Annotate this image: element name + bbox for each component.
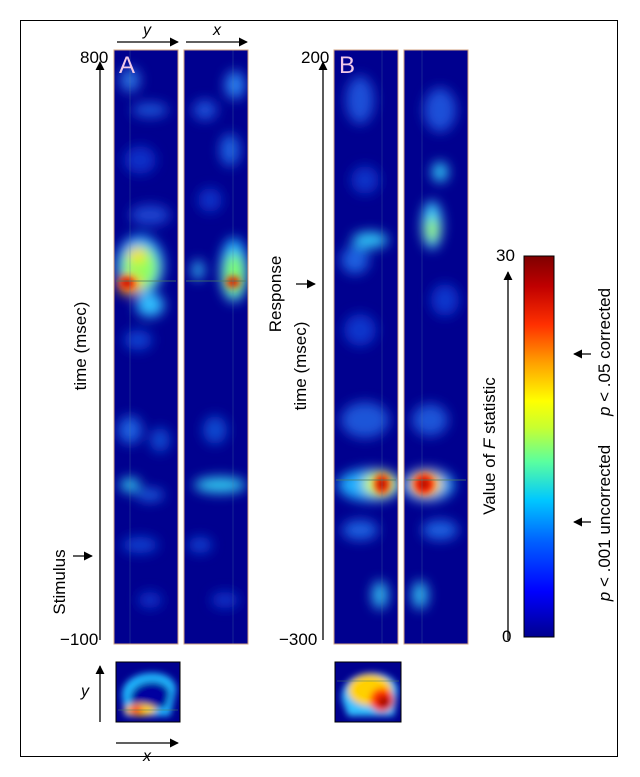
corrected-threshold-label: p < .05 corrected	[595, 287, 614, 417]
panel-b-letter: B	[339, 52, 356, 79]
panel-b-inset-heatmap	[335, 662, 401, 722]
panel-a-letter: A	[119, 52, 136, 79]
panel-a-y-heatmap	[114, 50, 178, 644]
colorbar-min: 0	[502, 627, 512, 646]
panel-a-x-heatmap	[184, 50, 248, 644]
panel-a-x-axis-label: x	[213, 22, 221, 39]
panel-a-tick-bottom: −100	[60, 630, 99, 649]
response-label: Response	[266, 255, 285, 333]
panel-a-y-axis-label: y	[143, 22, 151, 39]
panel-b-y-heatmap	[334, 50, 398, 644]
panel-a-tick-top: 800	[80, 48, 109, 67]
inset-a-y-label: y	[81, 683, 89, 700]
uncorrected-threshold-label: p < .001 uncorrected	[595, 444, 614, 602]
colorbar-max: 30	[496, 246, 515, 265]
panel-a-time-label: time (msec)	[71, 301, 90, 391]
figure-frame	[20, 20, 618, 757]
colorbar	[523, 255, 555, 638]
panel-b-x-heatmap	[404, 50, 468, 644]
panel-b-time-label: time (msec)	[291, 321, 310, 411]
panel-b-tick-bottom: −300	[279, 630, 318, 649]
stimulus-label: Stimulus	[50, 549, 69, 615]
panel-a-inset-heatmap	[116, 662, 180, 722]
colorbar-label: Value of F statistic	[480, 377, 499, 515]
inset-a-x-label: x	[143, 748, 151, 765]
panel-b-tick-top: 200	[301, 48, 330, 67]
